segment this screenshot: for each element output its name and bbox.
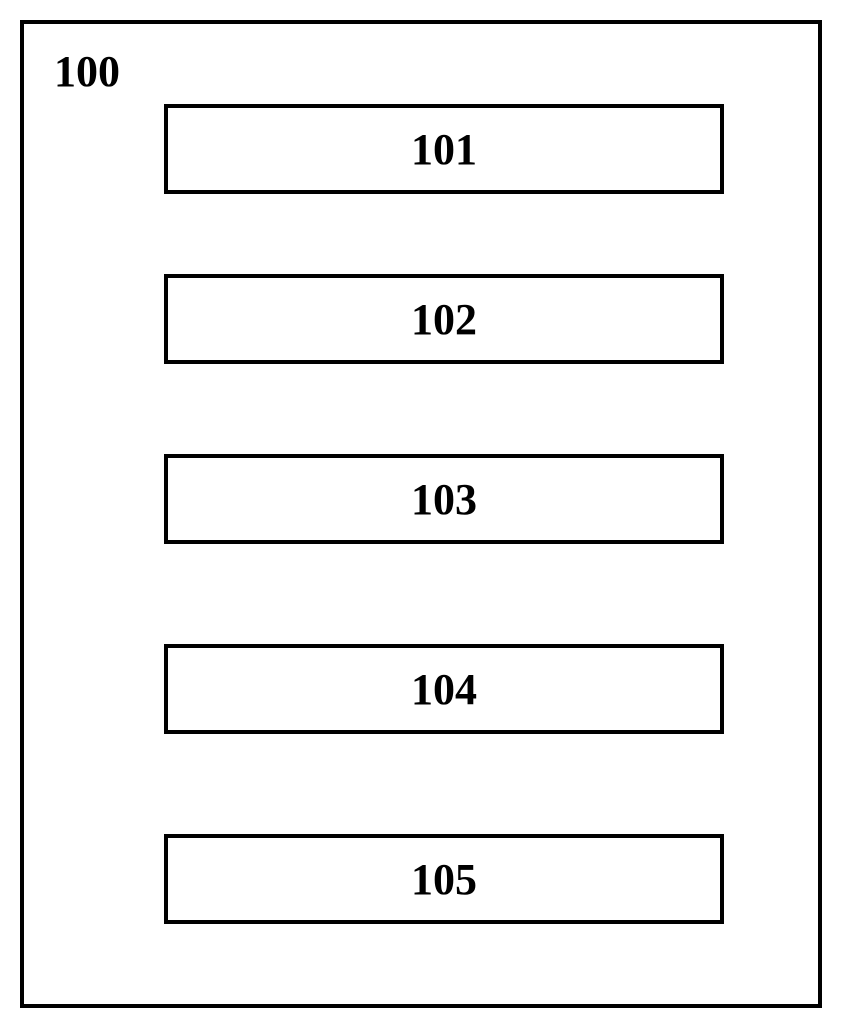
block-101: 101 — [164, 104, 724, 194]
block-104: 104 — [164, 644, 724, 734]
block-label: 105 — [411, 854, 477, 905]
block-label: 104 — [411, 664, 477, 715]
block-label: 103 — [411, 474, 477, 525]
block-102: 102 — [164, 274, 724, 364]
block-103: 103 — [164, 454, 724, 544]
block-label: 102 — [411, 294, 477, 345]
block-105: 105 — [164, 834, 724, 924]
container-label: 100 — [54, 46, 120, 97]
block-label: 101 — [411, 124, 477, 175]
diagram-container: 100 101 102 103 104 105 — [20, 20, 822, 1008]
